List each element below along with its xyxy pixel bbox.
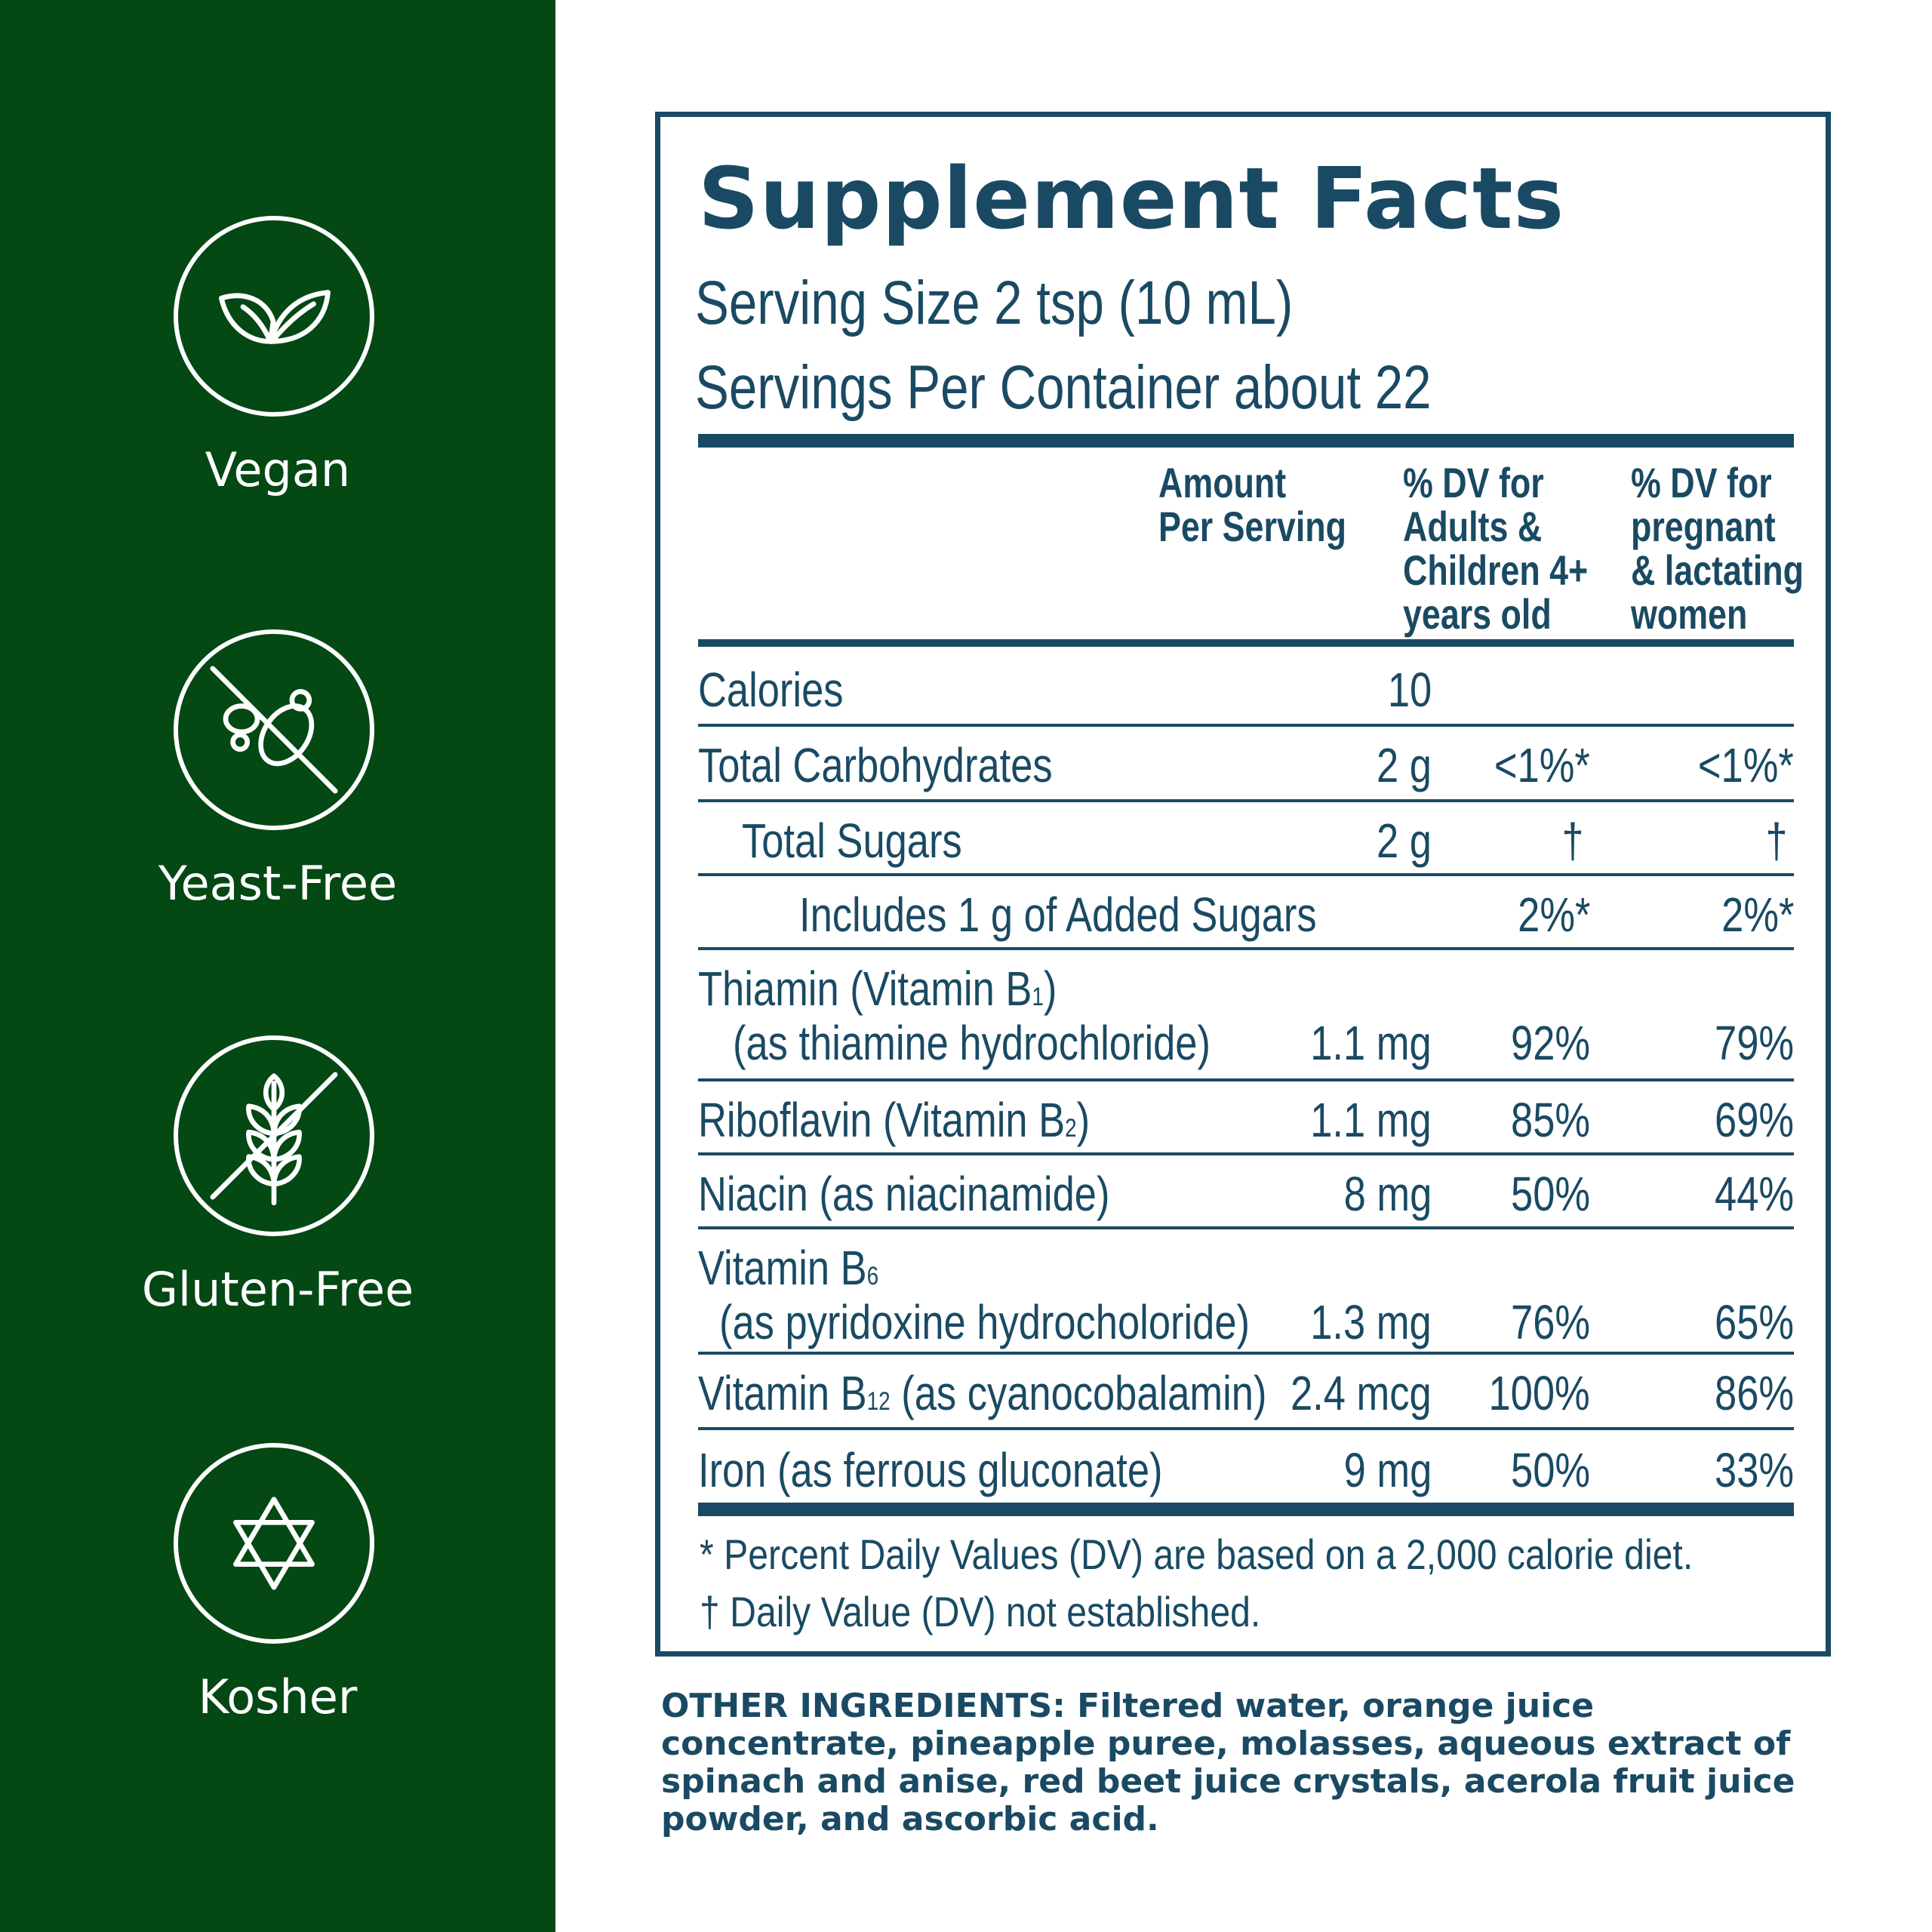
star-of-david-icon [174,1443,374,1644]
row-divider [698,873,1794,876]
nutrient-form: (as thiamine hydrochloride) [733,1016,1211,1070]
supplement-facts-panel: Supplement Facts Serving Size 2 tsp (10 … [655,112,1831,1657]
nutrient-amount: 9 mg [1343,1443,1432,1497]
table-row: Iron (as ferrous gluconate) 9 mg 50% 33% [698,1442,1794,1503]
facts-title: Supplement Facts [698,150,1565,248]
table-row: Vitamin B12 (as cyanocobalamin) 2.4 mcg … [698,1365,1794,1426]
dv-adults: 2%* [1517,888,1590,942]
dv-pregnant: 2%* [1721,888,1794,942]
dv-adults: 50% [1510,1443,1590,1497]
leaf-icon [174,216,374,417]
nutrient-amount: 2.4 mcg [1291,1366,1432,1420]
badge-label: Yeast-Free [158,856,398,911]
footnote-dagger: † Daily Value (DV) not established. [700,1588,1261,1635]
dv-pregnant: 86% [1714,1366,1794,1420]
badge-label: Kosher [198,1669,358,1724]
table-row: Niacin (as niacinamide) 8 mg 50% 44% [698,1166,1794,1226]
nutrient-amount: 2 g [1377,738,1432,792]
table-row: Vitamin B6 (as pyridoxine hydrocholoride… [698,1240,1794,1368]
table-row: Total Sugars 2 g † † [698,813,1794,873]
dv-pregnant: 79% [1714,1016,1794,1070]
dv-adults: 100% [1488,1366,1590,1420]
header-dv-adults: % DV for Adults & Children 4+ years old [1403,459,1589,638]
dv-pregnant: † [1765,814,1788,868]
row-divider [698,1352,1794,1355]
thick-rule [698,1503,1794,1516]
row-divider [698,1152,1794,1155]
badge-label: Gluten-Free [141,1262,414,1317]
table-row: Total Carbohydrates 2 g <1%* <1%* [698,737,1794,798]
nutrient-name: Includes 1 g of Added Sugars [799,888,1317,942]
badge-panel: Vegan Yeast-Free [0,0,555,1932]
nutrient-name: Iron (as ferrous gluconate) [698,1443,1163,1497]
row-divider [698,724,1794,727]
nutrient-name: Vitamin B12 (as cyanocobalamin) [698,1366,1267,1420]
nutrient-name: Total Sugars [742,814,962,868]
footnote-dv: * Percent Daily Values (DV) are based on… [700,1531,1694,1578]
badge-label: Vegan [205,442,351,497]
table-row: Riboflavin (Vitamin B2) 1.1 mg 85% 69% [698,1092,1794,1152]
nutrient-name: Niacin (as niacinamide) [698,1167,1110,1221]
dv-adults: 76% [1510,1295,1590,1349]
dv-pregnant: 65% [1714,1295,1794,1349]
nutrient-form: (as pyridoxine hydrocholoride) [719,1295,1250,1349]
nutrient-amount: 8 mg [1343,1167,1432,1221]
nutrient-name: Thiamin (Vitamin B1) [698,961,1057,1016]
header-rule [698,639,1794,647]
dv-pregnant: 33% [1714,1443,1794,1497]
nutrient-amount: 1.1 mg [1310,1093,1432,1147]
header-amount: Amount Per Serving [1158,459,1347,550]
row-divider [698,1078,1794,1081]
dv-adults: 85% [1510,1093,1590,1147]
row-divider [698,947,1794,950]
other-ingredients: OTHER INGREDIENTS: Filtered water, orang… [661,1687,1823,1838]
ingredients-text: Filtered water, orange juice concentrate… [661,1687,1795,1838]
serving-size: Serving Size 2 tsp (10 mL) [695,269,1294,337]
nutrient-name: Riboflavin (Vitamin B2) [698,1093,1091,1147]
dv-pregnant: <1%* [1698,738,1794,792]
no-wheat-icon [174,1035,374,1236]
header-dv-pregnant: % DV for pregnant & lactating women [1631,459,1804,638]
ingredients-label: OTHER INGREDIENTS: [661,1687,1066,1725]
nutrient-amount: 2 g [1377,814,1432,868]
no-yeast-icon [174,629,374,830]
servings-per-container: Servings Per Container about 22 [695,353,1432,422]
nutrient-name: Total Carbohydrates [698,738,1053,792]
table-row: Includes 1 g of Added Sugars 2%* 2%* [698,887,1794,947]
table-row: Thiamin (Vitamin B1) (as thiamine hydroc… [698,961,1794,1089]
table-row: Calories 10 [698,662,1794,722]
row-divider [698,799,1794,802]
nutrient-amount: 1.3 mg [1310,1295,1432,1349]
nutrient-amount: 1.1 mg [1310,1016,1432,1070]
dv-adults: 92% [1510,1016,1590,1070]
nutrient-name: Calories [698,663,844,717]
nutrient-amount: 10 [1387,663,1432,717]
dv-adults: 50% [1510,1167,1590,1221]
dv-pregnant: 69% [1714,1093,1794,1147]
row-divider [698,1427,1794,1430]
thick-rule [698,434,1794,448]
row-divider [698,1226,1794,1229]
dv-pregnant: 44% [1714,1167,1794,1221]
dv-adults: <1%* [1494,738,1590,792]
dv-adults: † [1561,814,1584,868]
nutrient-name: Vitamin B6 [698,1241,879,1295]
